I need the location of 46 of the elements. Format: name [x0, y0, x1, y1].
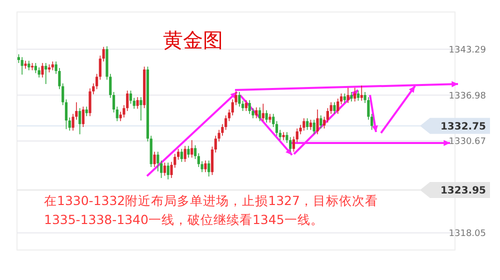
- candlestick: [140, 97, 142, 120]
- y-tick-label: 1318.05: [448, 229, 486, 240]
- candlestick: [322, 116, 326, 128]
- y-tick-label: 1330.67: [448, 137, 486, 148]
- annotation: 在1330-1332附近布局多单进场，止损1327，目标依次看: [44, 193, 378, 208]
- candlestick: [166, 162, 170, 180]
- candlestick: [302, 118, 306, 131]
- candlestick: [180, 148, 183, 162]
- candlestick: [320, 115, 322, 128]
- candlestick: [184, 146, 186, 162]
- candlestick: [312, 120, 316, 134]
- candlestick: [82, 106, 85, 127]
- candlestick: [153, 152, 156, 168]
- ref-line-label: 1332.75: [440, 121, 486, 132]
- candlestick: [204, 160, 207, 172]
- candlestick: [360, 86, 363, 101]
- candlestick: [41, 62, 44, 78]
- candlestick: [24, 60, 27, 69]
- text: 黄金图: [163, 28, 223, 52]
- candlestick: [143, 66, 146, 108]
- candlestick: [350, 92, 353, 102]
- candlestick: [190, 140, 194, 158]
- y-tick-label: 1343.29: [448, 45, 486, 56]
- candlestick: [333, 102, 336, 114]
- candlestick: [38, 67, 40, 78]
- candlestick: [306, 118, 309, 130]
- candlestick: [282, 132, 285, 140]
- candlestick: [194, 145, 197, 160]
- candlestick: [136, 97, 139, 109]
- candlestick: [238, 92, 241, 107]
- y-tick-label: 1336.98: [448, 91, 486, 102]
- candlestick: [20, 57, 24, 75]
- candlestick: [28, 60, 30, 70]
- candlestick: [268, 114, 272, 123]
- candlestick: [85, 106, 88, 116]
- candlestick: [265, 110, 268, 123]
- annotation: 1335-1338-1340一线，破位继续看1345一线。: [44, 212, 324, 227]
- candlestick: [163, 162, 166, 176]
- candlestick: [116, 106, 118, 122]
- candlestick: [187, 146, 190, 158]
- candlestick: [346, 88, 350, 103]
- candlestick: [316, 110, 319, 134]
- candlestick: [275, 121, 278, 136]
- candlestick: [44, 62, 48, 84]
- ref-line-label: 1323.95: [440, 185, 486, 196]
- candlestick: [255, 107, 258, 118]
